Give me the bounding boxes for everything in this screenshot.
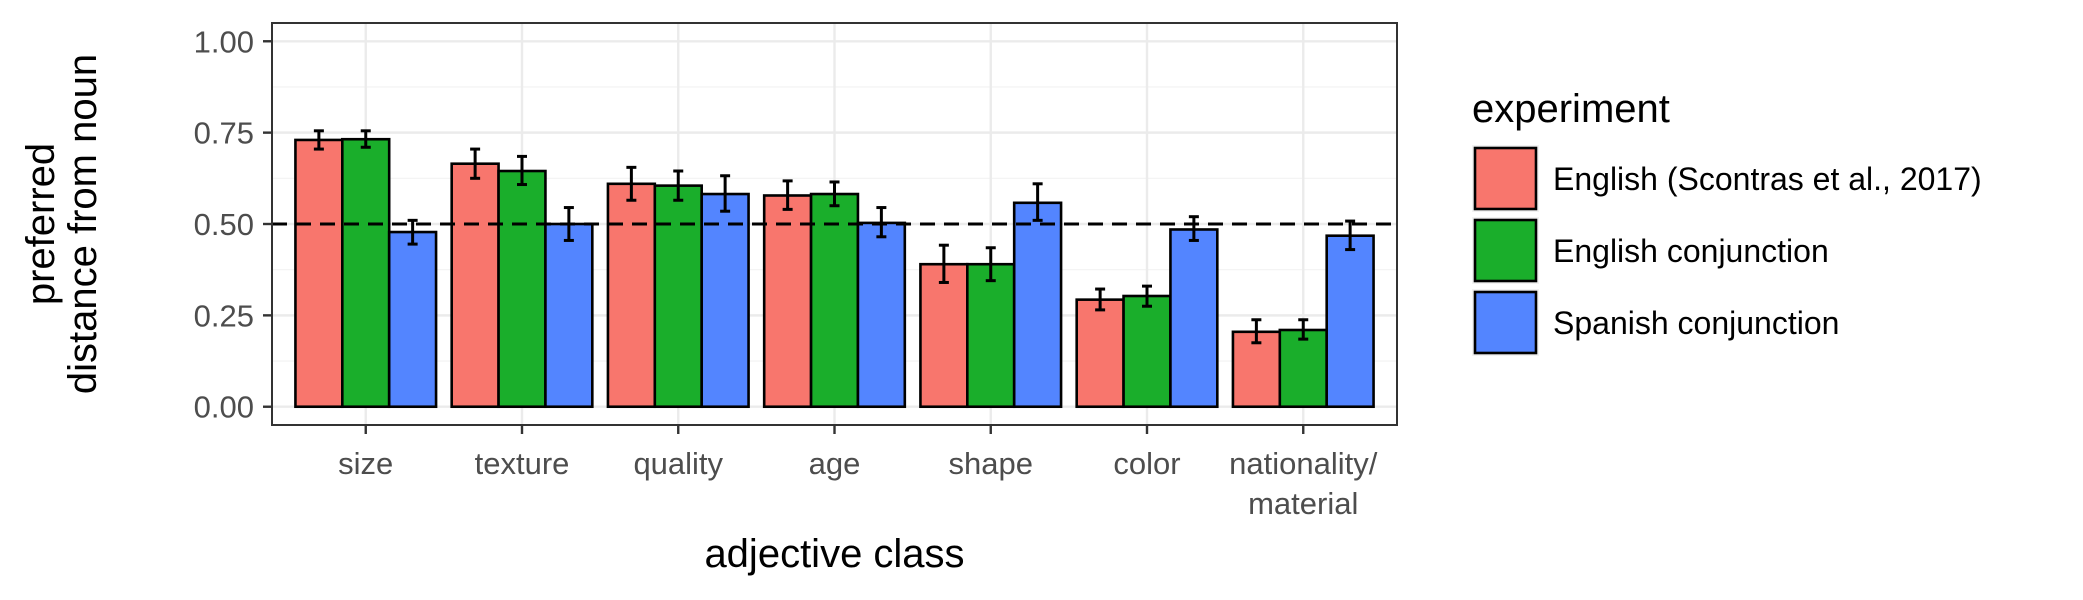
x-tick-label: shape [949, 446, 1033, 481]
bar [809, 192, 860, 409]
bar [856, 221, 907, 409]
y-axis-label-line: distance from noun [61, 54, 105, 394]
x-tick-label: size [338, 446, 393, 481]
y-tick-label: 0.25 [194, 298, 254, 333]
error-bar [985, 246, 996, 283]
error-bar [829, 180, 840, 208]
legend: experiment English (Scontras et al., 201… [1472, 87, 1982, 356]
legend-swatch [1473, 218, 1538, 283]
error-bar [407, 218, 418, 246]
error-bar [673, 169, 684, 202]
bar [606, 182, 657, 409]
bar [1169, 228, 1219, 409]
x-axis: size texture quality age shape color nationali… [338, 425, 1378, 521]
error-bars [313, 129, 1356, 345]
legend-swatch [1473, 146, 1538, 211]
y-tick-label: 0.50 [194, 207, 254, 242]
bar [341, 137, 391, 409]
legend-label: Spanish conjunction [1553, 305, 1839, 341]
bar [919, 262, 969, 409]
legend-item: Spanish conjunction [1472, 289, 1839, 356]
error-bar [1032, 182, 1043, 222]
error-bar [1188, 215, 1199, 242]
bar [966, 262, 1016, 409]
error-bar [876, 206, 887, 239]
y-tick-label: 1.00 [194, 24, 254, 59]
bar [294, 138, 344, 409]
legend-item: English (Scontras et al., 2017) [1472, 145, 1982, 212]
bar [497, 169, 547, 409]
bar [1325, 234, 1375, 409]
error-bar [1345, 219, 1356, 252]
error-bar [782, 179, 793, 211]
x-tick-label: material [1248, 486, 1358, 521]
x-tick-label: nationality/ [1229, 446, 1378, 481]
bar [762, 194, 813, 409]
legend-label: English (Scontras et al., 2017) [1553, 161, 1982, 197]
bar [544, 222, 594, 409]
error-bar [1251, 318, 1262, 345]
x-tick-label: age [809, 446, 861, 481]
legend-label: English conjunction [1553, 233, 1829, 269]
x-tick-label: color [1113, 446, 1180, 481]
error-bar [1142, 284, 1152, 308]
x-tick-label: quality [633, 446, 723, 481]
x-tick-label: texture [475, 446, 570, 481]
error-bar [1095, 287, 1106, 312]
bar [1231, 330, 1282, 409]
bar [387, 230, 438, 409]
y-axis-label-line: preferred [19, 143, 63, 305]
y-tick-label: 0.00 [194, 390, 254, 425]
x-axis-label: adjective class [704, 532, 964, 576]
error-bar [470, 147, 481, 180]
bar [653, 184, 703, 409]
error-bar [313, 129, 324, 151]
y-axis: 0.00 0.25 0.50 0.75 1.00 [194, 24, 272, 425]
error-bar [517, 154, 527, 187]
legend-swatch [1473, 290, 1538, 355]
error-bar [1298, 318, 1309, 341]
bar [700, 192, 750, 409]
error-bar [626, 165, 637, 202]
bar [1278, 328, 1328, 409]
error-bar [938, 243, 949, 284]
bar [450, 162, 500, 409]
bar [1012, 201, 1063, 409]
error-bar [720, 174, 731, 213]
error-bar [360, 129, 371, 149]
legend-item: English conjunction [1472, 217, 1829, 284]
y-tick-label: 0.75 [194, 116, 254, 151]
legend-title: experiment [1472, 87, 1670, 131]
bar [1075, 298, 1125, 409]
bar [1122, 294, 1172, 409]
